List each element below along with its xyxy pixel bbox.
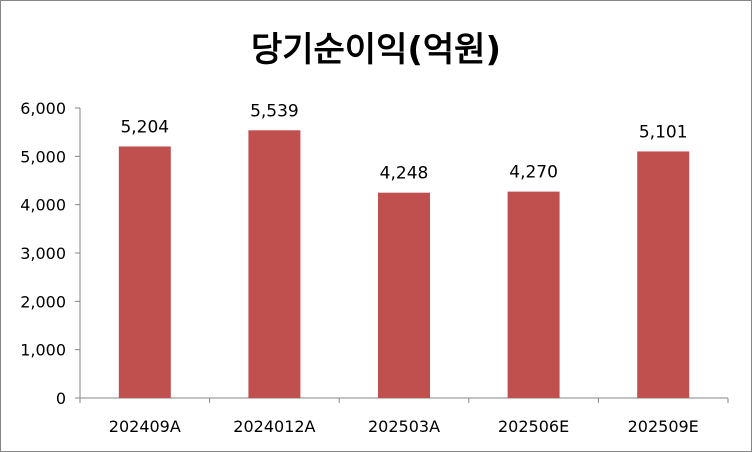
y-tick-label: 0 (56, 389, 66, 408)
y-tick-label: 1,000 (20, 341, 66, 360)
bar (507, 191, 560, 398)
bar (248, 130, 301, 398)
y-tick-label: 3,000 (20, 244, 66, 263)
x-tick-label: 202503A (368, 417, 440, 436)
y-tick-label: 5,000 (20, 147, 66, 166)
data-label: 5,539 (250, 101, 299, 121)
bar (118, 146, 171, 398)
chart-title: 당기순이익(억원) (250, 30, 502, 70)
bar (378, 192, 430, 398)
x-tick-label: 202506E (498, 417, 569, 436)
labels-group: 5,204 202409A 5,539 2024012A 4,248 202503A 4,2… (109, 101, 699, 436)
data-label: 4,270 (509, 163, 558, 183)
bars-group (118, 130, 690, 398)
x-tick-label: 2024012A (233, 417, 315, 436)
y-tick-label: 6,000 (20, 99, 66, 118)
bar (637, 151, 690, 398)
data-label: 5,101 (639, 122, 688, 142)
y-tick-label: 2,000 (20, 292, 66, 311)
data-label: 4,248 (380, 164, 429, 184)
x-tick-label: 202409A (109, 417, 181, 436)
axes-group: 0 1,000 2,000 3,000 4,000 5,000 6,000 (20, 99, 729, 408)
data-label: 5,204 (120, 117, 169, 137)
x-tick-label: 202509E (628, 417, 699, 436)
y-tick-label: 4,000 (20, 196, 66, 215)
